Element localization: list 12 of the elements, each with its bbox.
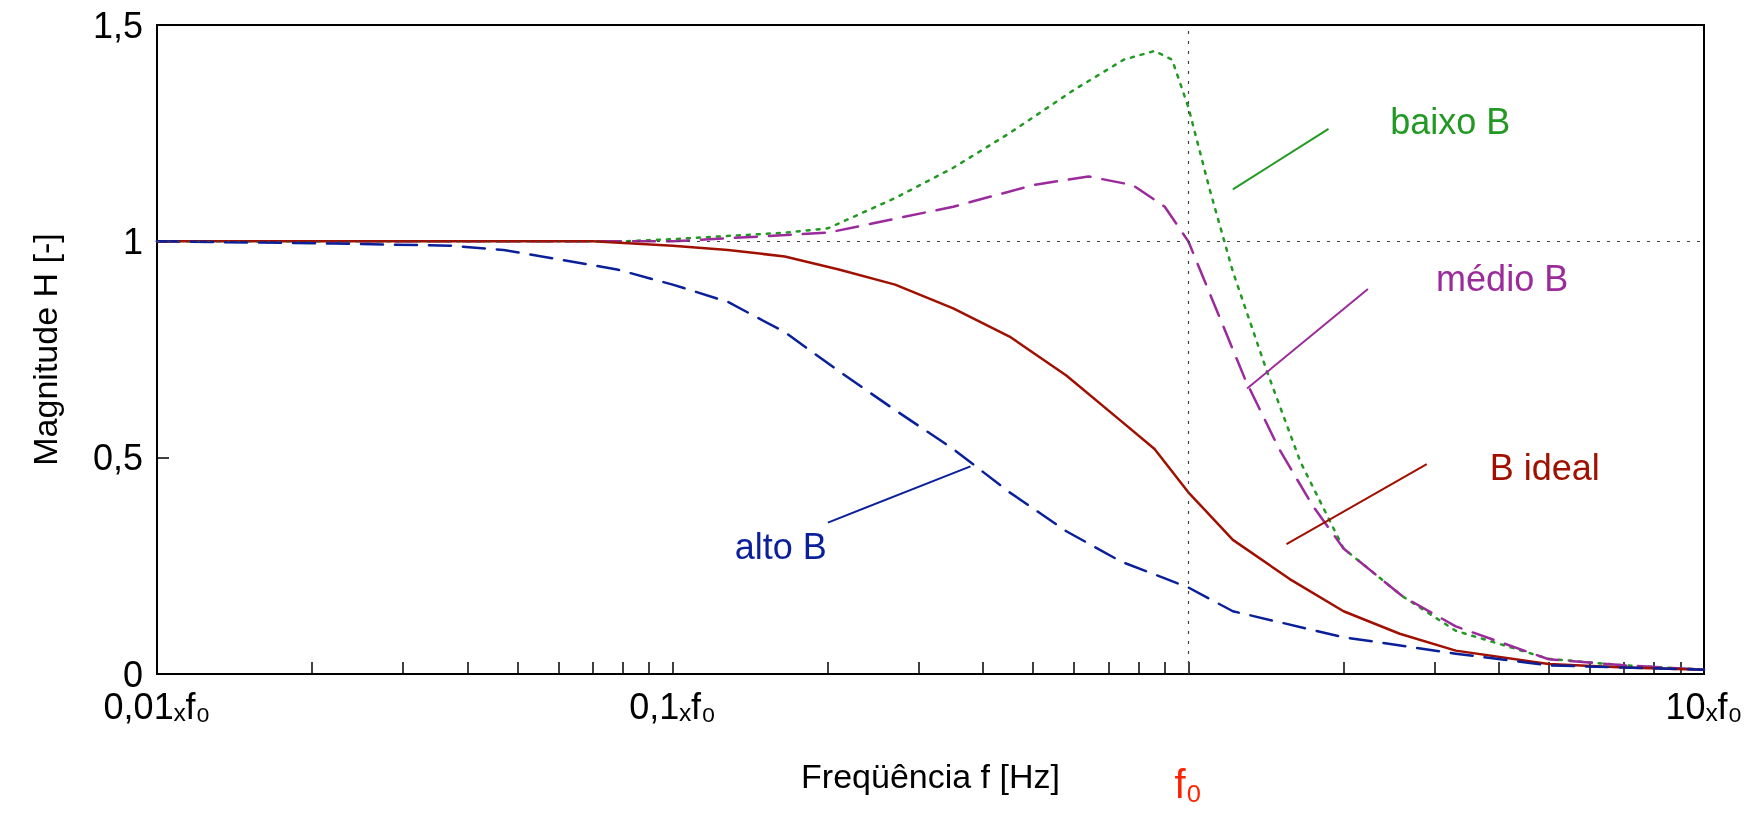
ref-line-label: f₀ (1174, 762, 1203, 806)
y-tick-label: 1 (122, 220, 143, 262)
text: médio B (1436, 257, 1569, 299)
text: baixo B (1390, 100, 1511, 142)
y-tick-label: 0,5 (92, 437, 143, 479)
x-axis-title: Freqüência f [Hz] (801, 757, 1060, 795)
x-tick-label: 10ₓf₀ (1665, 685, 1743, 727)
text: B ideal (1489, 447, 1600, 489)
x-tick-label: 0,1ₓf₀ (629, 685, 717, 727)
text: alto B (734, 525, 827, 567)
y-tick-label: 1,5 (92, 4, 143, 46)
y-axis-title: Magnitude H [-] (26, 233, 64, 466)
